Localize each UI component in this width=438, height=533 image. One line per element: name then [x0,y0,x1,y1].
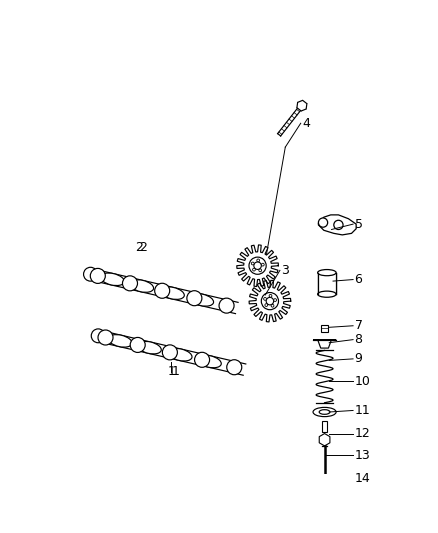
Text: 7: 7 [355,319,363,332]
Polygon shape [297,100,307,111]
Circle shape [264,297,266,300]
Ellipse shape [155,283,170,298]
Ellipse shape [108,335,132,347]
Ellipse shape [130,280,154,292]
Circle shape [274,298,276,302]
Text: 14: 14 [355,472,371,484]
Text: 4: 4 [302,117,310,130]
Ellipse shape [219,298,234,313]
Ellipse shape [190,294,214,306]
Ellipse shape [161,287,184,300]
Ellipse shape [90,269,105,284]
Polygon shape [318,273,336,294]
Circle shape [257,259,260,262]
Circle shape [269,294,272,297]
Bar [322,421,327,432]
Text: 13: 13 [355,449,371,462]
Polygon shape [313,340,336,348]
Circle shape [265,304,268,306]
Ellipse shape [101,273,124,286]
Circle shape [318,218,328,227]
Circle shape [254,262,261,270]
Ellipse shape [227,360,242,375]
Ellipse shape [318,270,336,276]
Text: 6: 6 [355,273,363,286]
Circle shape [271,304,274,307]
Circle shape [334,220,343,230]
Text: 5: 5 [355,217,363,231]
Circle shape [259,269,261,272]
Circle shape [249,257,266,274]
Polygon shape [97,330,246,375]
Ellipse shape [98,330,113,345]
Ellipse shape [91,329,105,343]
Circle shape [261,263,264,266]
Ellipse shape [84,267,97,281]
Ellipse shape [162,345,177,360]
Ellipse shape [138,342,161,354]
Text: 11: 11 [355,404,371,417]
Text: 10: 10 [355,375,371,387]
Polygon shape [318,215,356,235]
Text: 8: 8 [355,333,363,346]
Circle shape [261,293,279,310]
Ellipse shape [194,352,209,367]
Text: 3: 3 [282,264,290,277]
Circle shape [266,297,274,305]
Text: 1: 1 [167,366,175,378]
Ellipse shape [318,291,336,297]
Ellipse shape [311,479,339,489]
Text: 2: 2 [139,241,147,254]
Ellipse shape [198,355,221,368]
Circle shape [251,262,254,265]
Ellipse shape [319,410,330,414]
Polygon shape [319,433,330,446]
Polygon shape [237,245,279,286]
Text: 12: 12 [355,427,371,440]
Ellipse shape [187,290,202,306]
Polygon shape [89,269,238,313]
Ellipse shape [123,276,138,291]
Bar [321,325,328,332]
Ellipse shape [130,337,145,352]
Polygon shape [249,280,291,322]
Circle shape [253,268,255,271]
Ellipse shape [168,349,192,361]
Text: 9: 9 [355,352,363,365]
Text: 2: 2 [135,241,143,254]
Ellipse shape [313,407,336,417]
Text: 1: 1 [171,366,179,378]
